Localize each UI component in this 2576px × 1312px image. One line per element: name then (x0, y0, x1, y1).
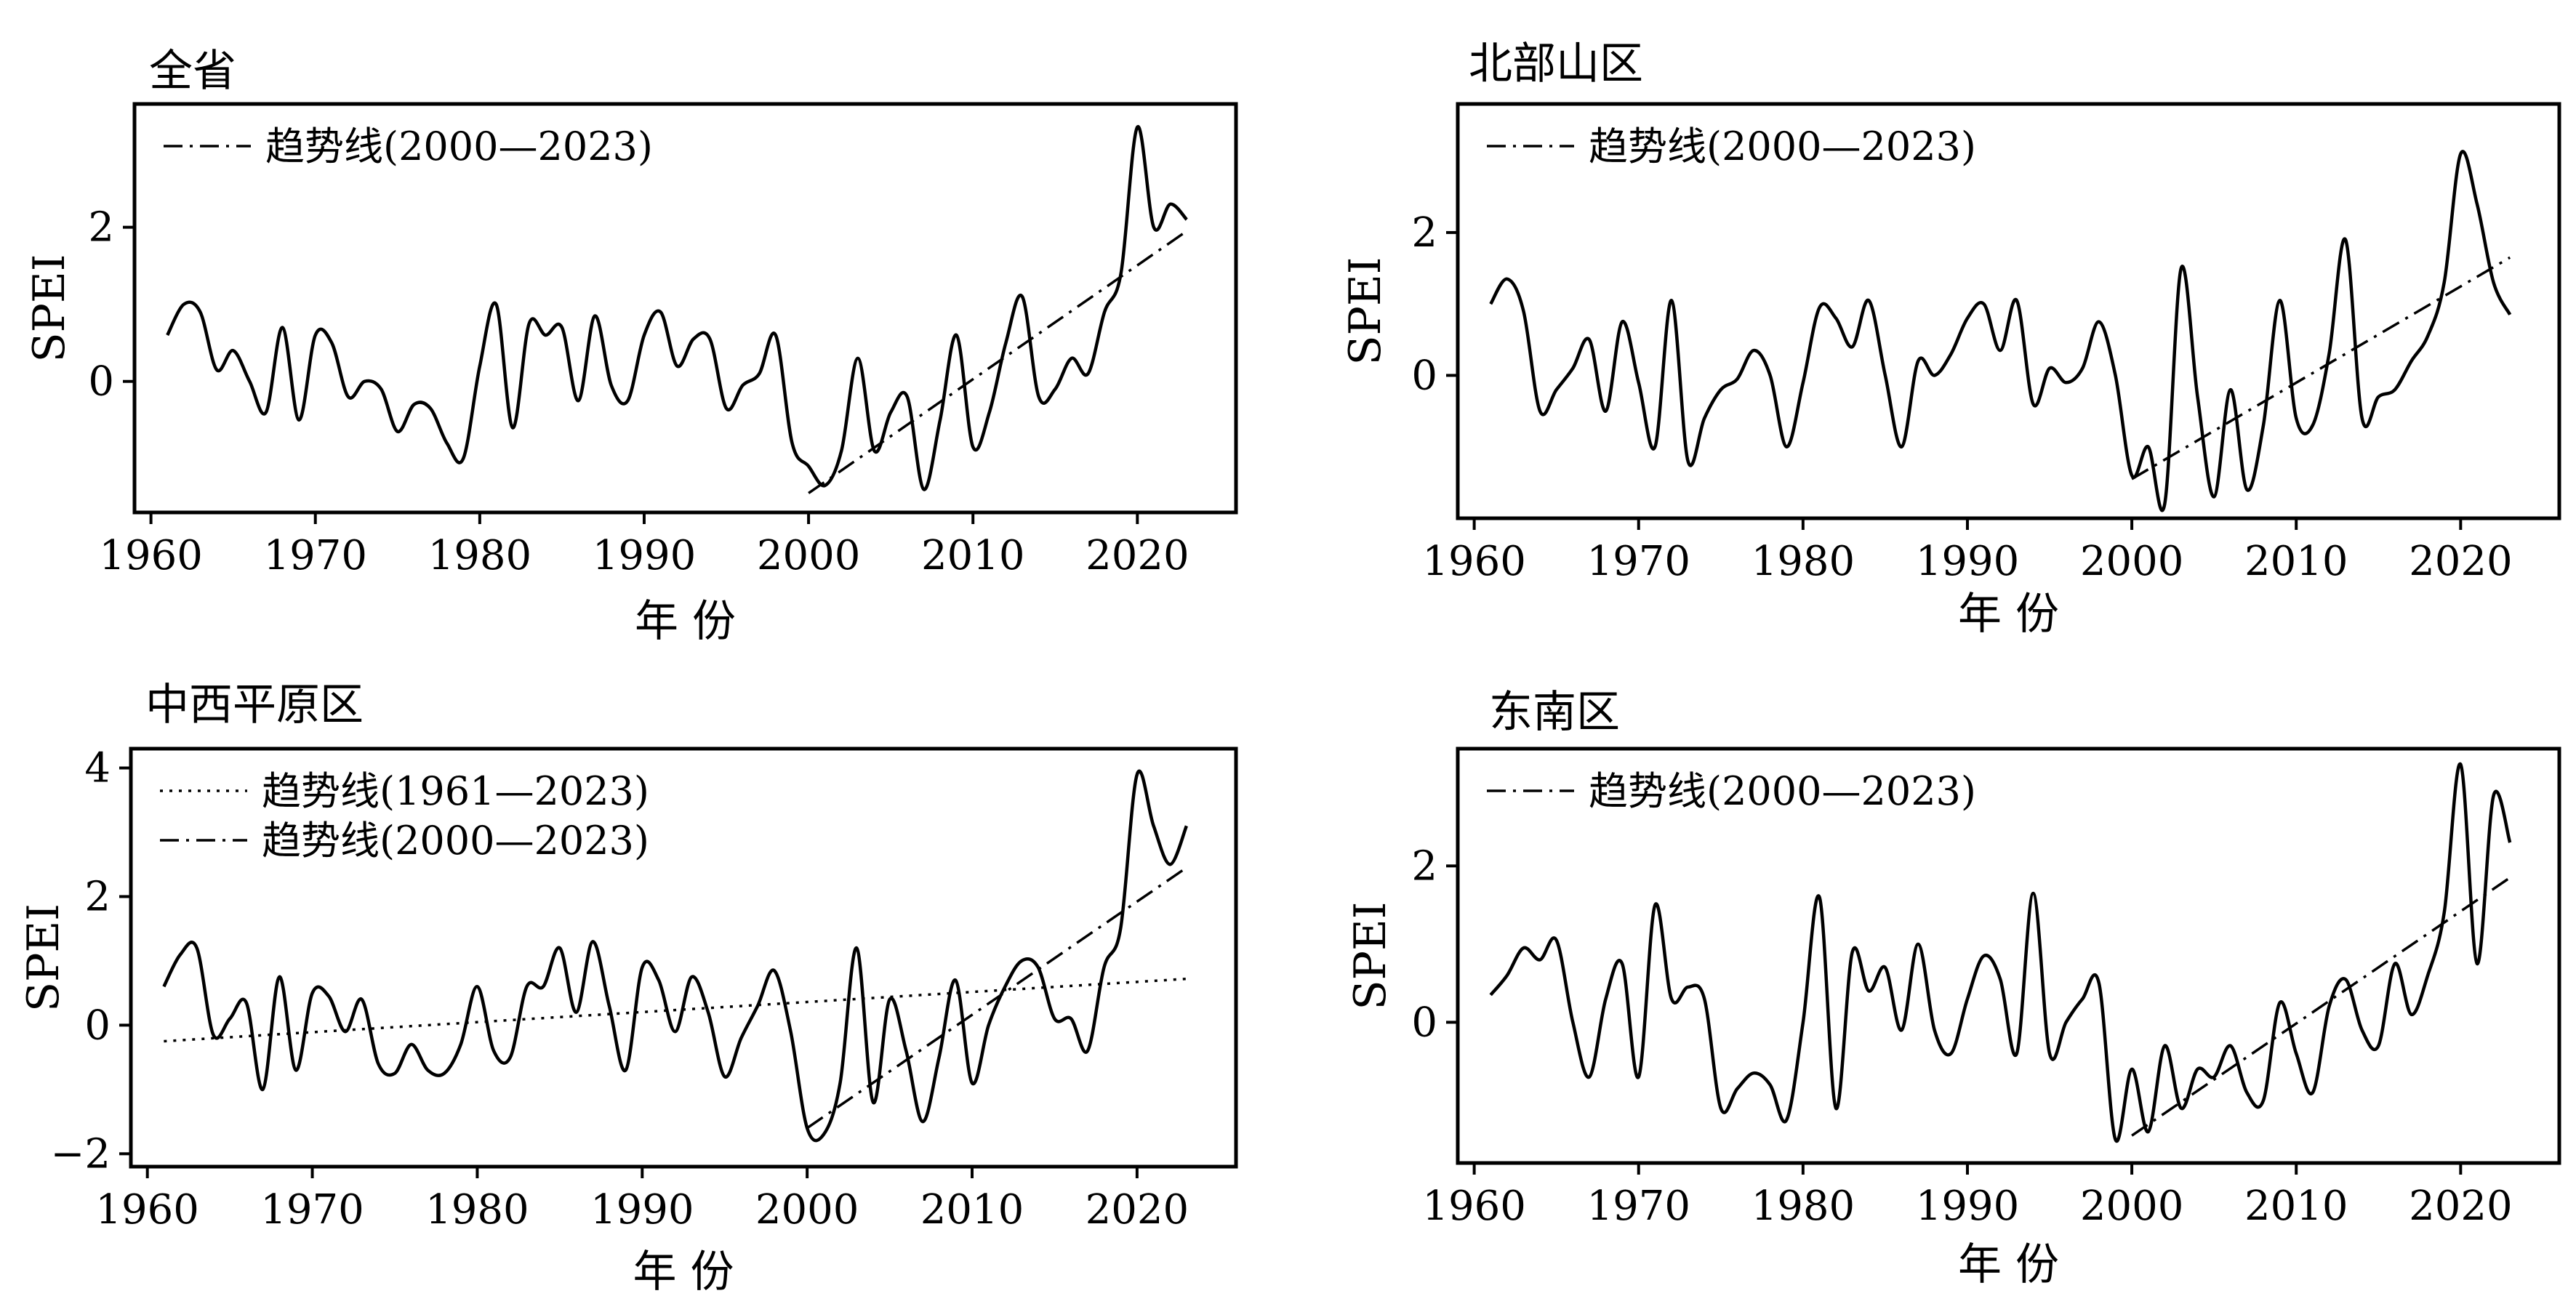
x-tick-label: 1990 (1916, 1183, 2020, 1230)
y-axis-label: SPEI (24, 254, 75, 363)
legend-label: 趋势线(2000—2023) (265, 124, 653, 169)
spei-series-line (162, 770, 1189, 1143)
x-tick-label: 2010 (921, 532, 1025, 579)
plot-frame (129, 746, 1238, 1169)
y-axis-label: SPEI (1340, 257, 1391, 366)
legend-label: 趋势线(1961—2023) (262, 768, 649, 814)
plot-frame (132, 102, 1238, 515)
y-tick-label: −2 (50, 1130, 111, 1178)
x-axis-label: 年 份 (633, 1247, 734, 1297)
y-tick-label: 2 (1411, 209, 1437, 257)
panel-title: 东南区 (1489, 687, 1620, 738)
x-tick-label: 2020 (1086, 1186, 1189, 1233)
x-tick-label: 2000 (2080, 1183, 2184, 1230)
x-tick-label: 1960 (95, 1186, 199, 1233)
y-tick-label: 4 (84, 745, 111, 792)
x-tick-label: 2000 (2080, 538, 2184, 585)
x-tick-label: 1970 (260, 1186, 364, 1233)
trend-line (2131, 877, 2511, 1137)
y-tick-label: 0 (84, 1002, 111, 1049)
x-tick-label: 1970 (1586, 538, 1690, 585)
panel-title: 全省 (149, 46, 236, 97)
chart-panel-3: 中西平原区 1960 1970 1980 1990 2000 2010 2020 −2 0 2 4 年 … (18, 680, 1238, 1297)
x-axis-label: 年 份 (1958, 1239, 2059, 1290)
chart-panel-2: 北部山区 1960 1970 1980 1990 2000 2010 2020 0 2 年 份 SPE… (1340, 39, 2561, 640)
x-tick-label: 2000 (757, 532, 861, 579)
panel-title: 中西平原区 (145, 680, 364, 731)
y-tick-label: 0 (88, 358, 114, 406)
y-axis-label: SPEI (1345, 902, 1396, 1010)
spei-series-line (1489, 762, 2512, 1143)
x-tick-label: 1980 (1752, 538, 1855, 585)
x-tick-label: 1960 (99, 532, 203, 579)
y-axis-label: SPEI (18, 903, 69, 1012)
trend-line (2131, 256, 2511, 480)
spei-series-line (166, 125, 1188, 491)
x-tick-label: 2010 (2244, 538, 2348, 585)
x-tick-label: 1990 (590, 1186, 694, 1233)
y-tick-label: 0 (1411, 999, 1437, 1046)
x-tick-label: 2020 (2409, 1183, 2513, 1230)
panel-title: 北部山区 (1469, 39, 1643, 89)
x-tick-label: 2020 (2409, 538, 2513, 585)
legend-label: 趋势线(2000—2023) (1589, 768, 1976, 814)
x-tick-label: 1960 (1422, 1183, 1526, 1230)
trend-line (164, 977, 1187, 1043)
x-tick-label: 1980 (1752, 1183, 1855, 1230)
chart-panel-1: 全省 1960 1970 1980 1990 2000 2010 2020 0 2 年 份 SPEI 趋… (24, 46, 1238, 647)
x-tick-label: 2020 (1086, 532, 1189, 579)
plot-frame (1456, 746, 2561, 1165)
x-tick-label: 1980 (428, 532, 532, 579)
x-tick-label: 1980 (425, 1186, 529, 1233)
y-tick-label: 2 (84, 873, 111, 920)
trend-line (808, 230, 1188, 494)
x-tick-label: 2010 (920, 1186, 1024, 1233)
legend-label: 趋势线(2000—2023) (1589, 124, 1976, 169)
spei-series-line (1489, 150, 2512, 512)
x-axis-label: 年 份 (1958, 589, 2059, 640)
x-axis-label: 年 份 (635, 596, 736, 647)
trend-line (806, 866, 1187, 1130)
x-tick-label: 2010 (2244, 1183, 2348, 1230)
y-tick-label: 0 (1411, 352, 1437, 399)
chart-panel-4: 东南区 1960 1970 1980 1990 2000 2010 2020 0 2 年 份 SPEI… (1345, 687, 2561, 1290)
x-tick-label: 1990 (593, 532, 697, 579)
y-tick-label: 2 (88, 204, 114, 251)
legend-label: 趋势线(2000—2023) (262, 818, 649, 864)
x-tick-label: 1990 (1916, 538, 2020, 585)
y-tick-label: 2 (1411, 842, 1437, 890)
x-tick-label: 1970 (1586, 1183, 1690, 1230)
x-tick-label: 2000 (755, 1186, 859, 1233)
x-tick-label: 1960 (1422, 538, 1526, 585)
plot-frame (1456, 102, 2561, 520)
x-tick-label: 1970 (263, 532, 367, 579)
